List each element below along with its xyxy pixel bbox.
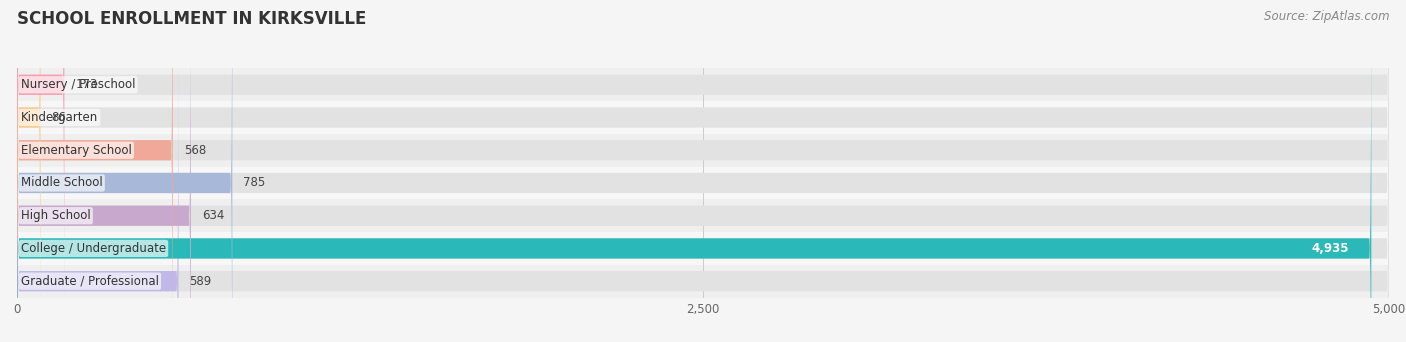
FancyBboxPatch shape: [17, 29, 179, 342]
Bar: [17, 265, 1389, 298]
Bar: [17, 199, 1389, 232]
Text: 785: 785: [243, 176, 266, 189]
Text: Graduate / Professional: Graduate / Professional: [21, 275, 159, 288]
Text: 568: 568: [184, 144, 207, 157]
Bar: [17, 101, 1389, 134]
Text: Source: ZipAtlas.com: Source: ZipAtlas.com: [1264, 10, 1389, 23]
FancyBboxPatch shape: [17, 0, 1371, 342]
Text: 173: 173: [76, 78, 97, 91]
Text: Nursery / Preschool: Nursery / Preschool: [21, 78, 135, 91]
FancyBboxPatch shape: [17, 0, 1389, 342]
Text: 634: 634: [202, 209, 224, 222]
FancyBboxPatch shape: [17, 29, 1389, 342]
Text: Middle School: Middle School: [21, 176, 103, 189]
FancyBboxPatch shape: [17, 0, 65, 337]
Bar: [17, 232, 1389, 265]
Text: 4,935: 4,935: [1312, 242, 1350, 255]
Text: College / Undergraduate: College / Undergraduate: [21, 242, 166, 255]
FancyBboxPatch shape: [17, 0, 1389, 337]
Text: High School: High School: [21, 209, 91, 222]
FancyBboxPatch shape: [17, 0, 1389, 342]
Bar: [17, 134, 1389, 167]
Text: Elementary School: Elementary School: [21, 144, 132, 157]
FancyBboxPatch shape: [17, 0, 1389, 342]
Text: 86: 86: [52, 111, 66, 124]
Text: SCHOOL ENROLLMENT IN KIRKSVILLE: SCHOOL ENROLLMENT IN KIRKSVILLE: [17, 10, 366, 28]
FancyBboxPatch shape: [17, 0, 1389, 342]
Text: Kindergarten: Kindergarten: [21, 111, 98, 124]
FancyBboxPatch shape: [17, 0, 41, 342]
FancyBboxPatch shape: [17, 0, 1389, 342]
Bar: [17, 68, 1389, 101]
FancyBboxPatch shape: [17, 0, 232, 342]
FancyBboxPatch shape: [17, 0, 191, 342]
FancyBboxPatch shape: [17, 0, 173, 342]
Text: 589: 589: [190, 275, 212, 288]
Bar: [17, 167, 1389, 199]
